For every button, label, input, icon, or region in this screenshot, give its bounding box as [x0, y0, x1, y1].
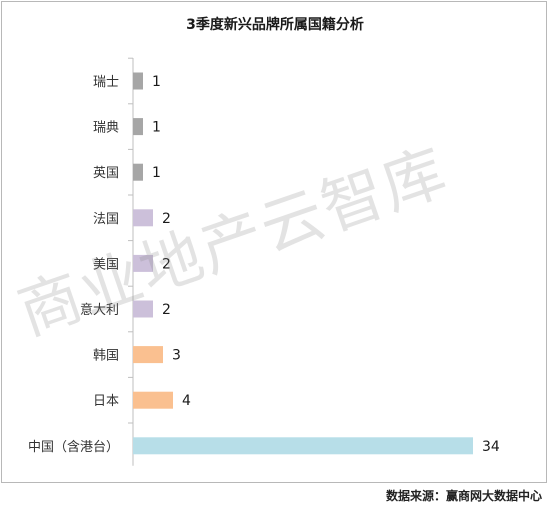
bar [133, 72, 143, 90]
data-label: 1 [152, 74, 161, 90]
category-label: 美国 [93, 257, 119, 272]
data-label: 4 [182, 393, 191, 409]
data-source: 数据来源：赢商网大数据中心 [385, 489, 542, 503]
chart-frame [1, 1, 547, 483]
data-label: 1 [152, 165, 161, 181]
category-label: 韩国 [93, 349, 119, 364]
data-label: 1 [152, 120, 161, 136]
data-label: 3 [172, 348, 181, 364]
category-label: 意大利 [80, 302, 119, 318]
category-label: 法国 [93, 212, 119, 227]
bar [133, 346, 163, 364]
bar [133, 163, 143, 181]
bar [133, 118, 143, 136]
category-label: 中国（含港台） [28, 439, 119, 455]
bar [133, 391, 173, 409]
bar [133, 300, 153, 318]
data-label: 2 [162, 302, 171, 318]
bar [133, 209, 153, 227]
category-label: 瑞典 [93, 121, 119, 136]
category-label: 瑞士 [93, 75, 119, 90]
bar [133, 437, 473, 455]
bar [133, 254, 153, 272]
category-label: 日本 [93, 394, 119, 409]
category-label: 英国 [93, 166, 119, 181]
data-label: 34 [482, 439, 500, 455]
chart-title: 3季度新兴品牌所属国籍分析 [186, 17, 364, 33]
data-label: 2 [162, 256, 171, 272]
data-label: 2 [162, 211, 171, 227]
